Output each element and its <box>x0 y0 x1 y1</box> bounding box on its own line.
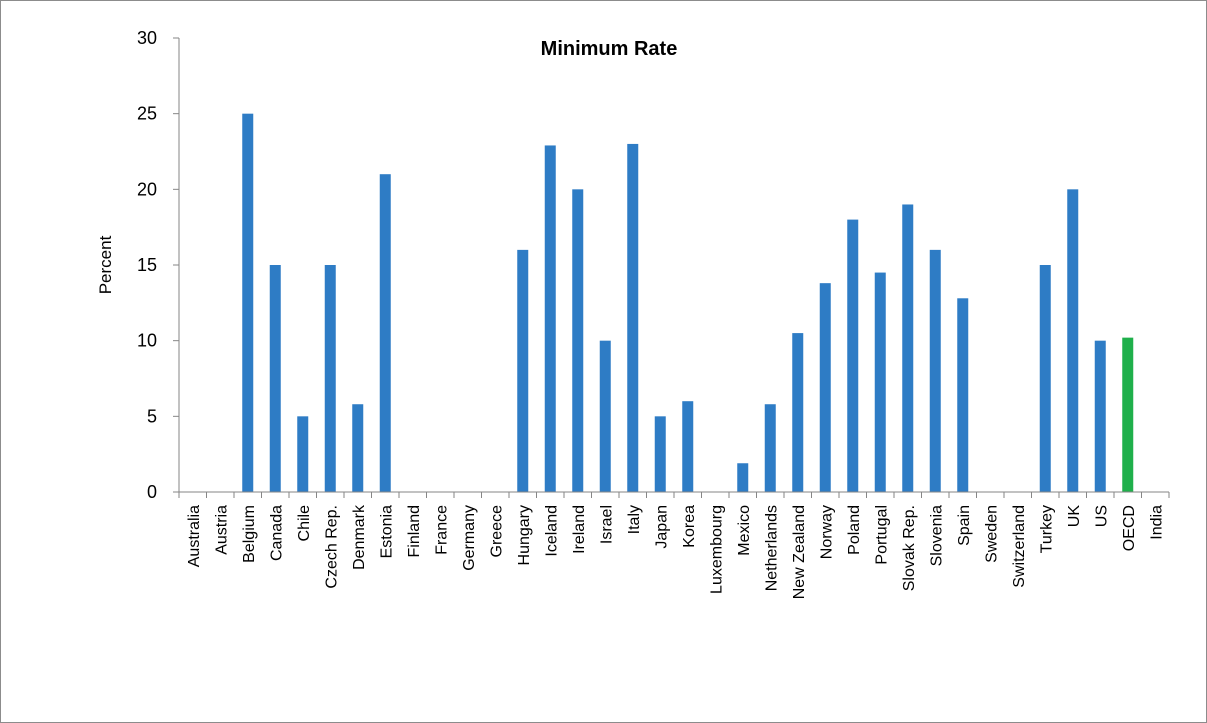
x-tick-label: Switzerland <box>1011 505 1028 588</box>
bar <box>792 333 804 492</box>
x-tick-label: Portugal <box>873 505 890 565</box>
x-tick-label: Finland <box>406 505 423 557</box>
x-tick-label: Austria <box>213 505 230 555</box>
bar <box>929 249 941 492</box>
bar <box>242 113 254 493</box>
bar <box>874 272 886 492</box>
x-tick-label: Netherlands <box>763 505 780 591</box>
x-tick-label: Estonia <box>378 505 395 558</box>
bar <box>599 340 611 492</box>
x-tick-label: Luxembourg <box>708 505 725 594</box>
x-tick-label: Ireland <box>571 505 588 554</box>
x-tick-label: Poland <box>846 505 863 555</box>
bar <box>654 416 666 492</box>
bars-group <box>242 113 1134 493</box>
bar <box>1122 337 1134 492</box>
y-axis-title: Percent <box>96 235 115 294</box>
bar <box>544 145 556 492</box>
x-tick-label: Mexico <box>736 505 753 556</box>
x-tick-label: Australia <box>186 505 203 567</box>
x-tick-label: Sweden <box>983 505 1000 563</box>
x-tick-label: Czech Rep. <box>323 505 340 589</box>
bar <box>297 416 309 492</box>
bar <box>957 298 969 492</box>
bar <box>1067 189 1079 492</box>
bar <box>682 401 694 492</box>
bar <box>1094 340 1106 492</box>
x-tick-label: OECD <box>1121 505 1138 551</box>
y-tick-label: 25 <box>137 104 157 124</box>
x-tick-label: Belgium <box>241 505 258 563</box>
bar <box>1039 265 1051 492</box>
x-tick-label: Iceland <box>543 505 560 557</box>
y-tick-label: 15 <box>137 255 157 275</box>
x-tick-label: Norway <box>818 505 835 559</box>
x-tick-label: Chile <box>296 505 313 542</box>
y-axis: 0 5 10 15 20 25 30 <box>137 28 179 502</box>
y-tick-label: 10 <box>137 331 157 351</box>
bar <box>819 283 831 492</box>
x-tick-label: Turkey <box>1038 505 1055 553</box>
chart-title: Minimum Rate <box>541 38 678 60</box>
x-tick-label: Greece <box>488 505 505 558</box>
bar <box>517 249 529 492</box>
bar <box>737 463 749 492</box>
x-tick-label: New Zealand <box>791 505 808 599</box>
x-tick-label: Slovak Rep. <box>901 505 918 591</box>
x-tick-label: Japan <box>653 505 670 549</box>
bar <box>764 404 776 492</box>
x-tick-label: Italy <box>626 505 643 534</box>
bar <box>269 265 281 492</box>
bar <box>847 219 859 492</box>
x-tick-label: Denmark <box>351 504 368 570</box>
x-tick-label: Israel <box>598 505 615 544</box>
x-tick-label: Spain <box>956 505 973 546</box>
x-tick-label: India <box>1148 505 1165 540</box>
x-tick-label: US <box>1093 505 1110 527</box>
bar <box>627 143 639 492</box>
bar <box>324 265 336 492</box>
x-tick-label: Germany <box>461 505 478 571</box>
x-tick-label: Korea <box>681 505 698 548</box>
x-tick-label: Slovenia <box>928 505 945 566</box>
y-tick-label: 20 <box>137 179 157 199</box>
bar <box>352 404 364 492</box>
bar <box>572 189 584 492</box>
y-tick-label: 5 <box>147 406 157 426</box>
y-tick-label: 0 <box>147 482 157 502</box>
y-tick-label: 30 <box>137 28 157 48</box>
x-tick-label: Hungary <box>516 505 533 565</box>
x-tick-label: Canada <box>268 505 285 561</box>
bar <box>379 174 391 492</box>
x-tick-label: France <box>433 505 450 555</box>
x-tick-label: UK <box>1066 505 1083 528</box>
bar <box>902 204 914 492</box>
x-axis: Australia Austria Belgium Canada Chile Czech … <box>178 492 1170 599</box>
